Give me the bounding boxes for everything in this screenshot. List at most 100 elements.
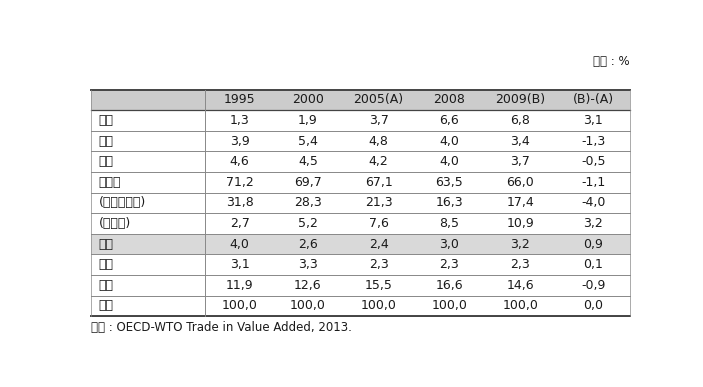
Bar bbox=[342, 90, 415, 110]
Bar bbox=[91, 90, 205, 110]
Bar bbox=[205, 296, 273, 316]
Text: 21,3: 21,3 bbox=[365, 196, 392, 209]
Bar bbox=[484, 131, 557, 151]
Text: 3,1: 3,1 bbox=[583, 114, 603, 127]
Bar bbox=[273, 296, 342, 316]
Text: 미국: 미국 bbox=[98, 135, 114, 147]
Bar bbox=[415, 151, 484, 172]
Text: 4,5: 4,5 bbox=[298, 155, 318, 168]
Bar bbox=[273, 275, 342, 296]
Text: 11,9: 11,9 bbox=[226, 279, 253, 292]
Text: 2,6: 2,6 bbox=[298, 238, 318, 250]
Text: 단위 : %: 단위 : % bbox=[593, 55, 630, 68]
Bar bbox=[415, 213, 484, 234]
Bar bbox=[557, 275, 630, 296]
Text: 6,6: 6,6 bbox=[439, 114, 459, 127]
Bar bbox=[557, 172, 630, 193]
Bar bbox=[415, 254, 484, 275]
Text: -1,1: -1,1 bbox=[581, 176, 605, 189]
Text: 1,9: 1,9 bbox=[298, 114, 318, 127]
Bar bbox=[91, 193, 205, 213]
Bar bbox=[205, 131, 273, 151]
Text: 10,9: 10,9 bbox=[506, 217, 534, 230]
Text: 4,0: 4,0 bbox=[439, 155, 459, 168]
Text: 15,5: 15,5 bbox=[365, 279, 392, 292]
Bar bbox=[205, 110, 273, 131]
Text: 1,3: 1,3 bbox=[230, 114, 250, 127]
Bar bbox=[91, 110, 205, 131]
Text: 3,2: 3,2 bbox=[583, 217, 603, 230]
Text: 일본: 일본 bbox=[98, 155, 114, 168]
Bar bbox=[205, 275, 273, 296]
Text: 14,6: 14,6 bbox=[506, 279, 534, 292]
Text: 4,6: 4,6 bbox=[230, 155, 250, 168]
Text: 4,0: 4,0 bbox=[439, 135, 459, 147]
Bar bbox=[91, 151, 205, 172]
Text: 8,5: 8,5 bbox=[439, 217, 459, 230]
Bar bbox=[273, 151, 342, 172]
Bar bbox=[557, 131, 630, 151]
Text: 중국: 중국 bbox=[98, 114, 114, 127]
Text: 12,6: 12,6 bbox=[294, 279, 322, 292]
Text: (베트남): (베트남) bbox=[98, 217, 131, 230]
Text: -1,3: -1,3 bbox=[581, 135, 605, 147]
Bar bbox=[342, 193, 415, 213]
Bar bbox=[415, 90, 484, 110]
Bar bbox=[484, 234, 557, 254]
Bar bbox=[557, 193, 630, 213]
Text: 3,2: 3,2 bbox=[510, 238, 530, 250]
Text: (B)-(A): (B)-(A) bbox=[573, 93, 614, 106]
Text: 0,0: 0,0 bbox=[583, 299, 603, 312]
Text: 합계: 합계 bbox=[98, 299, 114, 312]
Text: 0,9: 0,9 bbox=[583, 238, 603, 250]
Bar bbox=[415, 110, 484, 131]
Bar bbox=[205, 151, 273, 172]
Text: 4,0: 4,0 bbox=[230, 238, 250, 250]
Text: 7,6: 7,6 bbox=[368, 217, 389, 230]
Bar bbox=[484, 213, 557, 234]
Text: 100,0: 100,0 bbox=[290, 299, 325, 312]
Bar bbox=[415, 275, 484, 296]
Bar bbox=[91, 213, 205, 234]
Bar bbox=[415, 172, 484, 193]
Text: 2,4: 2,4 bbox=[368, 238, 389, 250]
Bar bbox=[484, 254, 557, 275]
Bar bbox=[342, 172, 415, 193]
Bar bbox=[415, 131, 484, 151]
Text: 17,4: 17,4 bbox=[506, 196, 534, 209]
Bar bbox=[484, 90, 557, 110]
Bar bbox=[557, 254, 630, 275]
Text: 100,0: 100,0 bbox=[432, 299, 467, 312]
Text: 16,6: 16,6 bbox=[436, 279, 463, 292]
Bar bbox=[273, 193, 342, 213]
Bar bbox=[415, 193, 484, 213]
Text: 3,0: 3,0 bbox=[439, 238, 459, 250]
Text: 3,1: 3,1 bbox=[230, 258, 250, 271]
Bar bbox=[205, 234, 273, 254]
Text: -0,5: -0,5 bbox=[581, 155, 605, 168]
Text: (인도네시아): (인도네시아) bbox=[98, 196, 146, 209]
Bar bbox=[342, 131, 415, 151]
Text: 16,3: 16,3 bbox=[436, 196, 463, 209]
Bar bbox=[484, 275, 557, 296]
Bar bbox=[484, 172, 557, 193]
Bar bbox=[342, 275, 415, 296]
Bar bbox=[91, 275, 205, 296]
Text: 100,0: 100,0 bbox=[221, 299, 257, 312]
Text: 66,0: 66,0 bbox=[506, 176, 534, 189]
Bar bbox=[342, 110, 415, 131]
Bar bbox=[273, 254, 342, 275]
Bar bbox=[205, 90, 273, 110]
Bar bbox=[205, 254, 273, 275]
Text: 한국: 한국 bbox=[98, 238, 114, 250]
Text: 0,1: 0,1 bbox=[583, 258, 603, 271]
Bar bbox=[557, 234, 630, 254]
Text: 5,2: 5,2 bbox=[298, 217, 318, 230]
Text: 3,7: 3,7 bbox=[510, 155, 530, 168]
Text: 2,3: 2,3 bbox=[368, 258, 389, 271]
Text: -4,0: -4,0 bbox=[581, 196, 605, 209]
Bar bbox=[91, 131, 205, 151]
Text: 6,8: 6,8 bbox=[510, 114, 530, 127]
Text: 3,3: 3,3 bbox=[298, 258, 318, 271]
Text: 아세안: 아세안 bbox=[98, 176, 121, 189]
